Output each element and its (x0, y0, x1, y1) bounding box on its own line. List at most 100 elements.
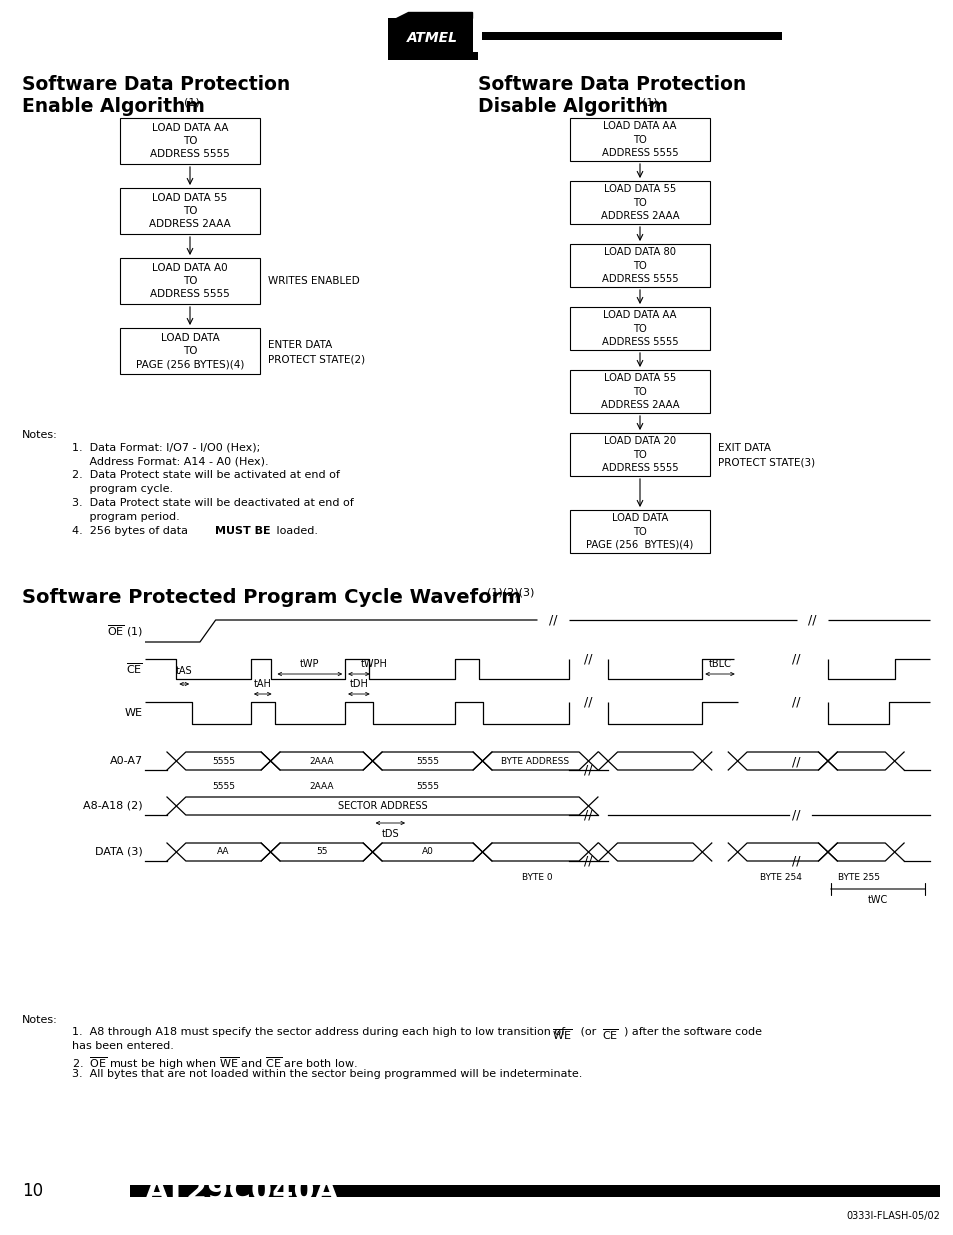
Text: 3.  All bytes that are not loaded within the sector being programmed will be ind: 3. All bytes that are not loaded within … (71, 1070, 581, 1079)
Text: //: // (548, 614, 557, 626)
Text: tWC: tWC (867, 895, 887, 905)
Text: A8-A18 (2): A8-A18 (2) (83, 802, 143, 811)
Text: 2AAA: 2AAA (309, 757, 334, 766)
Text: Notes:: Notes: (22, 1015, 58, 1025)
Bar (130, 1186, 939, 1197)
Text: ATMEL: ATMEL (406, 31, 457, 44)
Text: //: // (583, 763, 592, 777)
Text: PROTECT STATE(2): PROTECT STATE(2) (268, 354, 365, 364)
Bar (569, 510, 709, 553)
Text: BYTE ADDRESS: BYTE ADDRESS (501, 757, 569, 766)
Text: WE: WE (125, 708, 143, 718)
Text: 1.  A8 through A18 must specify the sector address during each high to low trans: 1. A8 through A18 must specify the secto… (71, 1028, 568, 1037)
Text: AA: AA (217, 847, 230, 857)
Text: tDS: tDS (381, 829, 398, 839)
Text: Software Protected Program Cycle Waveform: Software Protected Program Cycle Wavefor… (22, 588, 521, 606)
Text: tAS: tAS (175, 666, 193, 676)
Text: ) after the software code: ) after the software code (623, 1028, 761, 1037)
Text: tDH: tDH (349, 679, 368, 689)
Text: 5555: 5555 (212, 757, 234, 766)
Text: loaded.: loaded. (273, 526, 317, 536)
Text: SECTOR ADDRESS: SECTOR ADDRESS (337, 802, 427, 811)
Text: Software Data Protection: Software Data Protection (477, 75, 745, 94)
Text: LOAD DATA
TO
PAGE (256 BYTES)(4): LOAD DATA TO PAGE (256 BYTES)(4) (135, 332, 244, 369)
Text: //: // (583, 695, 592, 709)
Bar (569, 119, 709, 161)
Text: DATA (3): DATA (3) (95, 847, 143, 857)
Text: Address Format: A14 - A0 (Hex).: Address Format: A14 - A0 (Hex). (71, 456, 269, 466)
Text: tAH: tAH (253, 679, 272, 689)
Text: BYTE 254: BYTE 254 (760, 873, 801, 882)
Text: //: // (792, 756, 800, 768)
Text: tBLC: tBLC (708, 659, 731, 669)
Text: Software Data Protection: Software Data Protection (22, 75, 290, 94)
Text: 55: 55 (315, 847, 327, 857)
Text: //: // (792, 695, 800, 709)
Text: tWP: tWP (300, 659, 319, 669)
Text: 5555: 5555 (416, 757, 438, 766)
Text: has been entered.: has been entered. (71, 1041, 173, 1051)
Bar (120, 119, 260, 164)
Text: LOAD DATA A0
TO
ADDRESS 5555: LOAD DATA A0 TO ADDRESS 5555 (150, 263, 230, 299)
Text: BYTE 0: BYTE 0 (521, 873, 552, 882)
Text: $\overline{\rm CE}$: $\overline{\rm CE}$ (126, 662, 143, 677)
Text: //: // (807, 614, 816, 626)
Text: LOAD DATA AA
TO
ADDRESS 5555: LOAD DATA AA TO ADDRESS 5555 (601, 310, 678, 347)
Text: 2AAA: 2AAA (309, 782, 334, 790)
Text: 1.  Data Format: I/O7 - I/O0 (Hex);: 1. Data Format: I/O7 - I/O0 (Hex); (71, 442, 260, 452)
Text: $\overline{\rm OE}$ (1): $\overline{\rm OE}$ (1) (107, 624, 143, 638)
Text: A0-A7: A0-A7 (110, 756, 143, 766)
Text: 10: 10 (22, 1182, 43, 1200)
Text: LOAD DATA
TO
PAGE (256  BYTES)(4): LOAD DATA TO PAGE (256 BYTES)(4) (586, 514, 693, 550)
Bar (481, 32, 781, 40)
Text: BYTE 255: BYTE 255 (838, 873, 880, 882)
Bar (569, 182, 709, 224)
Bar (120, 329, 260, 374)
Text: 3.  Data Protect state will be deactivated at end of: 3. Data Protect state will be deactivate… (71, 498, 354, 508)
Text: LOAD DATA 55
TO
ADDRESS 2AAA: LOAD DATA 55 TO ADDRESS 2AAA (600, 373, 679, 410)
Text: 2.  Data Protect state will be activated at end of: 2. Data Protect state will be activated … (71, 471, 339, 480)
Text: ENTER DATA: ENTER DATA (268, 340, 332, 350)
Text: ─: ─ (745, 810, 752, 820)
Bar (569, 245, 709, 287)
Bar (569, 433, 709, 475)
Text: 2.  $\overline{\rm OE}$ must be high when $\overline{\rm WE}$ and $\overline{\rm: 2. $\overline{\rm OE}$ must be high when… (71, 1055, 357, 1072)
Text: EXIT DATA: EXIT DATA (718, 443, 770, 453)
Text: tWPH: tWPH (361, 659, 388, 669)
Text: ®: ® (465, 53, 472, 59)
Text: (1): (1) (184, 98, 199, 107)
Text: //: // (792, 652, 800, 666)
Text: $\overline{\rm CE}$: $\overline{\rm CE}$ (601, 1028, 618, 1041)
Text: (or: (or (577, 1028, 599, 1037)
Text: Notes:: Notes: (22, 430, 58, 440)
Text: LOAD DATA AA
TO
ADDRESS 5555: LOAD DATA AA TO ADDRESS 5555 (150, 122, 230, 159)
Text: program period.: program period. (71, 513, 179, 522)
Bar (120, 258, 260, 304)
Text: 0333I-FLASH-05/02: 0333I-FLASH-05/02 (845, 1212, 939, 1221)
Text: LOAD DATA AA
TO
ADDRESS 5555: LOAD DATA AA TO ADDRESS 5555 (601, 121, 678, 158)
Text: //: // (583, 855, 592, 867)
Text: 4.  256 bytes of data: 4. 256 bytes of data (71, 526, 192, 536)
Text: program cycle.: program cycle. (71, 484, 172, 494)
Bar (569, 370, 709, 412)
Text: LOAD DATA 80
TO
ADDRESS 5555: LOAD DATA 80 TO ADDRESS 5555 (601, 247, 678, 284)
Text: 5555: 5555 (212, 782, 234, 790)
Text: MUST BE: MUST BE (214, 526, 271, 536)
Text: //: // (583, 809, 592, 821)
Bar (388, 52, 477, 61)
Text: 5555: 5555 (416, 782, 438, 790)
Text: A0: A0 (421, 847, 433, 857)
Text: (1)(2)(3): (1)(2)(3) (486, 587, 534, 597)
Bar (388, 19, 473, 54)
Text: LOAD DATA 55
TO
ADDRESS 2AAA: LOAD DATA 55 TO ADDRESS 2AAA (600, 184, 679, 221)
Text: //: // (583, 652, 592, 666)
Text: Disable Algorithm: Disable Algorithm (477, 98, 667, 116)
Polygon shape (395, 12, 472, 19)
Text: LOAD DATA 55
TO
ADDRESS 2AAA: LOAD DATA 55 TO ADDRESS 2AAA (149, 193, 231, 230)
Bar (120, 188, 260, 233)
Text: //: // (792, 855, 800, 867)
Text: $\overline{\rm WE}$: $\overline{\rm WE}$ (552, 1028, 572, 1041)
Text: //: // (792, 809, 800, 821)
Text: Enable Algorithm: Enable Algorithm (22, 98, 205, 116)
Text: PROTECT STATE(3): PROTECT STATE(3) (718, 457, 814, 467)
